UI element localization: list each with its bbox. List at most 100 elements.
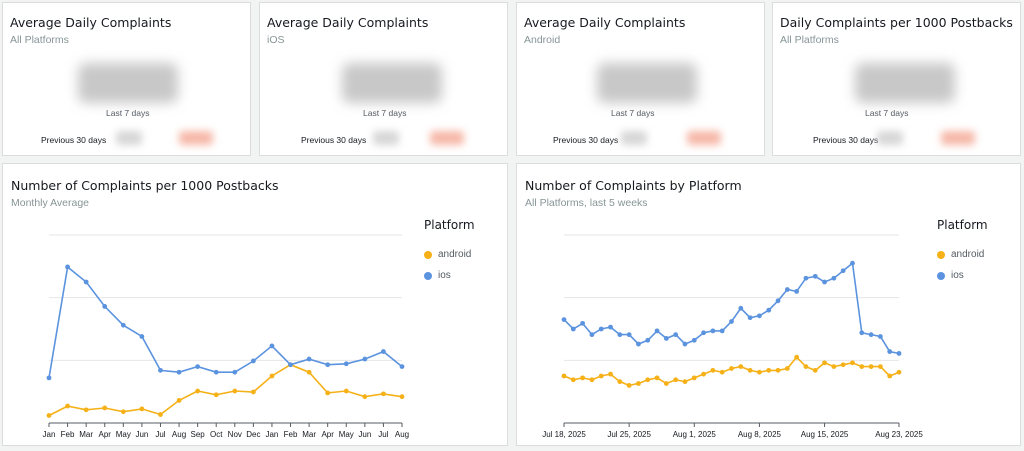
- data-point-ios: [362, 356, 368, 362]
- kpi-value-redacted: [855, 63, 955, 103]
- kpi-previous-label: Previous 30 days: [301, 135, 367, 145]
- x-tick-label: Aug: [395, 430, 409, 439]
- data-point-android: [561, 373, 567, 379]
- data-point-ios: [645, 337, 651, 343]
- kpi-period: Last 7 days: [865, 108, 909, 118]
- data-point-android: [250, 389, 256, 395]
- x-tick-label: Mar: [79, 430, 93, 439]
- data-point-android: [822, 360, 827, 366]
- kpi-previous-label: Previous 30 days: [41, 135, 107, 145]
- data-point-ios: [83, 279, 89, 285]
- x-tick-label: May: [116, 430, 131, 439]
- data-point-android: [269, 373, 275, 379]
- x-tick-label: Jul: [378, 430, 388, 439]
- data-point-ios: [887, 349, 893, 354]
- data-point-android: [362, 394, 368, 400]
- data-point-android: [120, 409, 126, 415]
- legend-dot-android: [937, 250, 945, 259]
- data-point-ios: [812, 273, 818, 279]
- data-point-ios: [738, 305, 744, 311]
- data-point-android: [784, 366, 790, 371]
- data-point-android: [812, 367, 818, 373]
- data-point-android: [232, 388, 238, 394]
- legend-label: android: [951, 249, 985, 260]
- data-point-ios: [757, 313, 762, 319]
- data-point-ios: [859, 330, 865, 336]
- x-tick-label: Oct: [210, 430, 223, 439]
- data-point-ios: [232, 369, 238, 375]
- data-point-android: [65, 403, 70, 409]
- data-point-ios: [710, 328, 716, 334]
- data-point-ios: [306, 356, 312, 362]
- data-point-android: [195, 388, 201, 394]
- kpi-subtitle: iOS: [267, 34, 285, 46]
- kpi-title: Daily Complaints per 1000 Postbacks: [780, 15, 1013, 30]
- legend-title: Platform: [424, 218, 475, 232]
- data-point-ios: [663, 336, 669, 341]
- data-point-ios: [102, 304, 108, 309]
- x-tick-label: Jan: [43, 430, 56, 439]
- data-point-android: [729, 366, 734, 371]
- data-point-android: [757, 369, 762, 375]
- data-point-ios: [719, 328, 725, 334]
- data-point-ios: [381, 349, 386, 354]
- x-tick-label: Aug 8, 2025: [738, 430, 782, 439]
- data-point-ios: [784, 287, 790, 292]
- data-point-ios: [598, 326, 604, 332]
- data-point-ios: [654, 328, 660, 334]
- kpi-subtitle: All Platforms: [10, 34, 69, 46]
- data-point-android: [139, 406, 145, 412]
- kpi-previous-label: Previous 30 days: [553, 135, 619, 145]
- data-point-android: [213, 392, 219, 398]
- legend-dot-ios: [937, 271, 945, 280]
- legend-item-ios[interactable]: ios: [424, 270, 451, 281]
- data-point-ios: [617, 332, 623, 338]
- kpi-period: Last 7 days: [611, 108, 655, 118]
- data-point-ios: [840, 268, 846, 274]
- data-point-android: [626, 383, 632, 388]
- data-point-android: [598, 373, 604, 379]
- kpi-previous-value-redacted: [621, 131, 647, 145]
- line-chart-monthly: Jan Feb Mar Apr May Jun Jul Aug Sep Oct Nov Dec Jan F…: [43, 234, 409, 439]
- data-point-ios: [794, 289, 800, 294]
- data-point-ios: [580, 320, 586, 326]
- data-point-android: [803, 364, 809, 369]
- legend-title: Platform: [937, 218, 988, 232]
- data-point-ios: [195, 364, 201, 369]
- data-point-ios: [626, 332, 632, 338]
- kpi-subtitle: Android: [524, 34, 561, 46]
- data-point-android: [645, 377, 651, 383]
- data-point-android: [766, 367, 772, 373]
- kpi-previous-value-redacted: [373, 131, 399, 145]
- data-point-android: [158, 412, 163, 417]
- data-point-android: [887, 373, 893, 379]
- data-point-android: [654, 375, 660, 381]
- kpi-title: Average Daily Complaints: [10, 15, 172, 30]
- data-point-android: [617, 379, 623, 385]
- data-point-ios: [608, 324, 613, 330]
- series-line-ios: [48, 265, 403, 379]
- legend-dot-ios: [424, 271, 432, 280]
- legend-item-android[interactable]: android: [937, 249, 984, 260]
- x-tick-label: Jun: [358, 430, 371, 439]
- data-point-android: [859, 364, 865, 369]
- data-point-ios: [673, 332, 679, 338]
- kpi-period: Last 7 days: [363, 108, 407, 118]
- series-line-android: [48, 363, 403, 417]
- data-point-android: [896, 369, 902, 375]
- legend-item-ios[interactable]: ios: [937, 270, 964, 281]
- data-point-ios: [803, 275, 809, 281]
- data-point-ios: [65, 264, 70, 270]
- data-point-android: [868, 364, 874, 369]
- legend-label: android: [438, 249, 472, 260]
- data-point-ios: [269, 343, 275, 349]
- x-tick-label: Aug 15, 2025: [801, 430, 849, 439]
- x-tick-label: Jul: [155, 430, 165, 439]
- data-point-ios: [850, 260, 855, 266]
- legend-item-android[interactable]: android: [424, 249, 471, 260]
- kpi-change-redacted: [687, 131, 721, 145]
- data-point-android: [343, 388, 349, 394]
- data-point-android: [46, 413, 52, 418]
- kpi-title: Average Daily Complaints: [524, 15, 686, 30]
- data-point-ios: [636, 341, 641, 347]
